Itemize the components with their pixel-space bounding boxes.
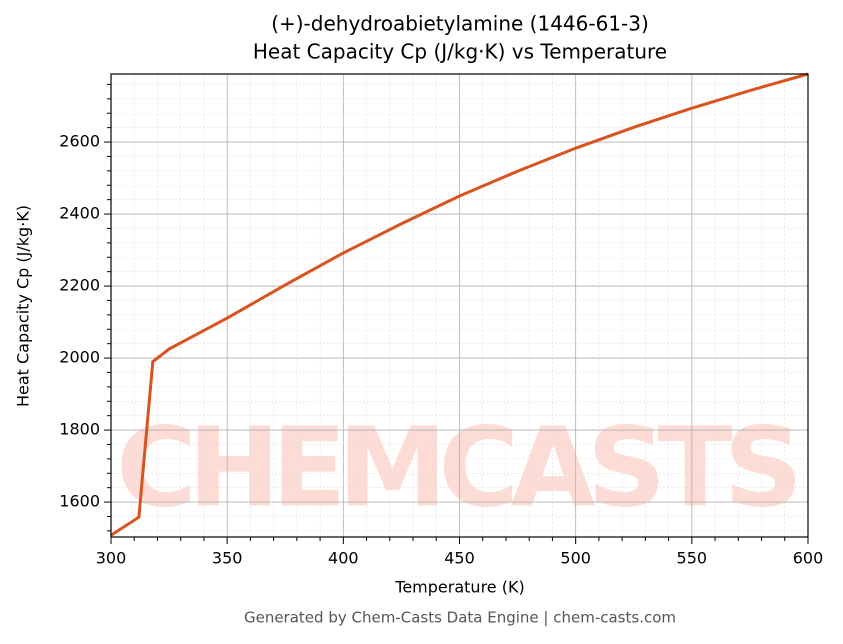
y-tick-label: 2600 bbox=[59, 132, 100, 151]
footer: Generated by Chem-Casts Data Engine | ch… bbox=[244, 609, 676, 627]
x-tick-label: 300 bbox=[96, 549, 127, 568]
data-line bbox=[110, 72, 809, 537]
x-tick-label: 350 bbox=[212, 549, 243, 568]
x-tick-label: 400 bbox=[328, 549, 359, 568]
y-tick-label: 1600 bbox=[59, 492, 100, 511]
x-axis-label: Temperature (K) bbox=[394, 578, 524, 597]
y-tick-label: 2400 bbox=[59, 204, 100, 223]
x-tick-label: 550 bbox=[677, 549, 708, 568]
chart-subtitle: Heat Capacity Cp (J/kg·K) vs Temperature bbox=[253, 40, 667, 64]
x-tick-label: 450 bbox=[444, 549, 475, 568]
chart-title: (+)-dehydroabietylamine (1446-61-3) bbox=[271, 12, 649, 36]
y-axis-label: Heat Capacity Cp (J/kg·K) bbox=[14, 205, 33, 407]
y-tick-label: 2000 bbox=[59, 348, 100, 367]
y-tick-label: 1800 bbox=[59, 420, 100, 439]
x-tick-label: 500 bbox=[560, 549, 591, 568]
plot-frame bbox=[110, 73, 809, 538]
x-tick-label: 600 bbox=[793, 549, 824, 568]
y-tick-label: 2200 bbox=[59, 276, 100, 295]
